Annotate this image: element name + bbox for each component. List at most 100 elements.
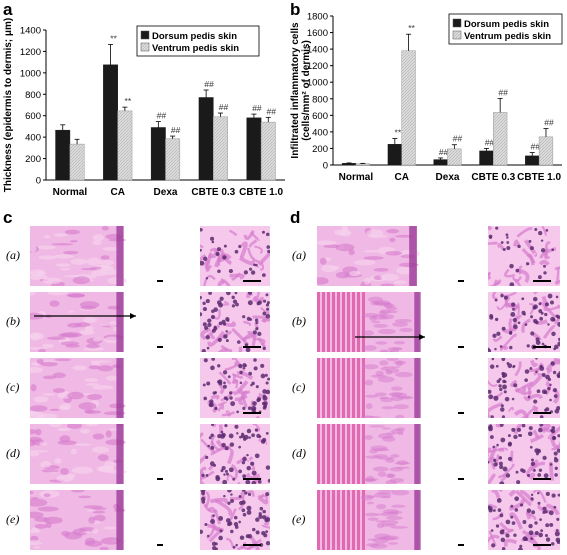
panel-c-low-mag bbox=[30, 424, 150, 484]
panel-c-high-mag bbox=[200, 292, 270, 352]
legend-swatch bbox=[140, 30, 150, 40]
inset-scale-bar bbox=[533, 544, 551, 546]
y-tick-label: 200 bbox=[25, 154, 41, 165]
row-label-d: (e) bbox=[292, 512, 306, 526]
x-tick-label: CBTE 1.0 bbox=[517, 172, 561, 183]
inset-scale-bar bbox=[243, 478, 261, 480]
y-tick-label: 400 bbox=[25, 133, 41, 144]
significance-label: ## bbox=[498, 87, 508, 97]
row-label-c: (a) bbox=[6, 248, 20, 262]
x-tick-label: Dexa bbox=[436, 172, 460, 183]
y-tick-label: 1400 bbox=[20, 26, 41, 37]
scale-bar bbox=[157, 280, 163, 282]
x-tick-label: CBTE 1.0 bbox=[239, 187, 283, 198]
y-tick-label: 0 bbox=[323, 161, 328, 172]
chart-b: 0 200 400 600 800 1000 1200 1400 1600 1800 Infiltr… bbox=[290, 12, 563, 183]
panel-d-low-mag bbox=[317, 358, 445, 418]
significance-label: ## bbox=[219, 102, 229, 112]
panel-c-low-mag bbox=[30, 292, 150, 352]
panel-label-c: c bbox=[3, 208, 13, 227]
panel-d-high-mag bbox=[488, 424, 560, 484]
panel-c-low-mag bbox=[30, 226, 150, 286]
legend-label: Ventrum pedis skin bbox=[464, 31, 551, 42]
scale-bar bbox=[458, 346, 464, 348]
panel-label-b: b bbox=[290, 0, 301, 19]
y-tick-label: 1000 bbox=[20, 68, 41, 79]
x-tick-label: Normal bbox=[53, 187, 88, 198]
panel-d-low-mag bbox=[317, 424, 445, 484]
significance-label: ## bbox=[544, 118, 554, 128]
scale-bar bbox=[458, 412, 464, 414]
legend-box bbox=[448, 13, 563, 45]
x-tick-label: CA bbox=[110, 187, 124, 198]
scale-bar bbox=[458, 478, 464, 480]
legend-swatch bbox=[452, 30, 462, 40]
panel-c-high-mag bbox=[200, 490, 270, 550]
chart-a: 0 200 400 600 800 1000 1200 1400 Thickness (epid… bbox=[3, 18, 285, 198]
significance-label: ## bbox=[171, 125, 181, 135]
inset-scale-bar bbox=[533, 346, 551, 348]
arrow-head bbox=[130, 313, 136, 319]
panel-d-high-mag bbox=[488, 226, 560, 286]
legend-label: Dorsum pedis skin bbox=[152, 31, 237, 42]
legend-swatch bbox=[140, 42, 150, 52]
legend-swatch bbox=[452, 18, 462, 28]
legend-label: Dorsum pedis skin bbox=[464, 19, 549, 30]
panel-d-low-mag bbox=[317, 292, 445, 352]
y-axis-label: (cells/mm² of dermis) bbox=[301, 40, 312, 141]
scale-bar bbox=[157, 478, 163, 480]
panel-d-high-mag bbox=[488, 292, 560, 352]
x-tick-label: Normal bbox=[339, 172, 374, 183]
y-tick-label: 800 bbox=[312, 94, 328, 105]
row-label-d: (c) bbox=[292, 380, 306, 394]
x-tick-label: CBTE 0.3 bbox=[471, 172, 515, 183]
significance-label: ## bbox=[530, 142, 540, 152]
inset-scale-bar bbox=[533, 478, 551, 480]
panel-c-high-mag bbox=[200, 358, 270, 418]
y-tick-label: 1800 bbox=[307, 12, 328, 23]
panel-c-low-mag bbox=[30, 490, 150, 550]
significance-label: ** bbox=[125, 96, 132, 106]
scale-bar bbox=[157, 346, 163, 348]
y-tick-label: 0 bbox=[36, 176, 41, 187]
x-tick-label: Dexa bbox=[154, 187, 178, 198]
significance-label: ** bbox=[395, 128, 402, 138]
y-tick-label: 1000 bbox=[307, 78, 328, 89]
row-label-d: (d) bbox=[292, 446, 306, 460]
y-tick-label: 600 bbox=[312, 111, 328, 122]
panel-d-low-mag bbox=[317, 226, 445, 286]
significance-label: ** bbox=[110, 33, 117, 43]
panel-label-a: a bbox=[3, 0, 13, 19]
y-tick-label: 1400 bbox=[307, 45, 328, 56]
panel-d-low-mag bbox=[317, 490, 445, 550]
significance-label: ## bbox=[157, 111, 167, 121]
row-label-c: (b) bbox=[6, 314, 20, 328]
inset-scale-bar bbox=[533, 280, 551, 282]
y-tick-label: 200 bbox=[312, 144, 328, 155]
significance-label: ## bbox=[485, 137, 495, 147]
scale-bar bbox=[157, 412, 163, 414]
legend-box bbox=[136, 25, 260, 57]
y-tick-label: 1600 bbox=[307, 28, 328, 39]
arrow-head bbox=[419, 334, 425, 340]
y-tick-label: 1200 bbox=[20, 47, 41, 58]
inset-scale-bar bbox=[243, 544, 261, 546]
significance-label: ** bbox=[408, 23, 415, 33]
row-label-c: (d) bbox=[6, 446, 20, 460]
significance-label: ## bbox=[204, 79, 214, 89]
significance-label: ## bbox=[267, 106, 277, 116]
panel-c-low-mag bbox=[30, 358, 150, 418]
panel-c-high-mag bbox=[200, 424, 270, 484]
panel-c-high-mag bbox=[200, 226, 270, 286]
inset-scale-bar bbox=[243, 412, 261, 414]
inset-scale-bar bbox=[243, 280, 261, 282]
significance-label: ## bbox=[439, 147, 449, 157]
x-tick-label: CA bbox=[394, 172, 408, 183]
y-axis-label: Infiltrated inflammatory cells bbox=[290, 22, 301, 159]
significance-label: ## bbox=[252, 103, 262, 113]
y-axis-label: Thickness (epidermis to dermis; μm) bbox=[3, 18, 14, 193]
panel-label-d: d bbox=[290, 208, 301, 227]
y-tick-label: 600 bbox=[25, 111, 41, 122]
panel-d-high-mag bbox=[488, 358, 560, 418]
